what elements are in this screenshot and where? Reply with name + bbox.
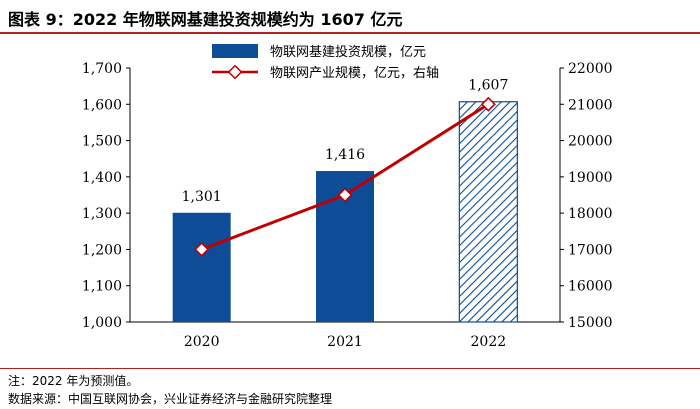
bar-value-label: 1,607: [468, 78, 508, 94]
bar-value-label: 1,416: [325, 147, 365, 163]
line-point-2022: [480, 96, 496, 112]
x-tick-label: 2021: [327, 334, 363, 350]
x-tick-label: 2022: [471, 334, 507, 350]
footnote: 注：2022 年为预测值。: [8, 374, 139, 388]
legend-line-label: 物联网产业规模，亿元，右轴: [270, 66, 439, 81]
legend-bar-swatch: [212, 44, 258, 58]
y-left-tick-label: 1,400: [82, 170, 122, 186]
line-point-2020: [194, 241, 210, 257]
y-right-tick-label: 19000: [568, 170, 613, 186]
legend-line-marker: [227, 64, 243, 80]
y-left-tick-label: 1,100: [82, 279, 122, 295]
y-right-tick-label: 18000: [568, 206, 613, 222]
title-rule: [0, 32, 700, 34]
line-point-2021: [337, 187, 353, 203]
chart-title: 图表 9：2022 年物联网基建投资规模约为 1607 亿元: [8, 10, 403, 29]
y-left-tick-label: 1,500: [82, 134, 122, 150]
y-right-tick-label: 17000: [568, 242, 613, 258]
y-right-tick-label: 15000: [568, 315, 613, 331]
legend-bar-label: 物联网基建投资规模，亿元: [270, 44, 426, 60]
y-right-tick-label: 20000: [568, 134, 613, 150]
y-left-tick-label: 1,000: [82, 315, 122, 331]
bar-2022: [458, 101, 518, 323]
bar-2020: [172, 212, 231, 322]
y-left-tick-label: 1,600: [82, 97, 122, 113]
x-tick-label: 2020: [184, 334, 220, 350]
y-right-tick-label: 22000: [568, 61, 613, 77]
y-left-tick-label: 1,300: [82, 206, 122, 222]
bar-value-label: 1,301: [182, 189, 222, 205]
source-note: 数据来源：中国互联网协会，兴业证券经济与金融研究院整理: [8, 392, 333, 406]
y-right-tick-label: 16000: [568, 279, 613, 295]
y-left-tick-label: 1,700: [82, 61, 122, 77]
y-left-tick-label: 1,200: [82, 242, 122, 258]
footer-rule: [0, 368, 700, 369]
y-right-tick-label: 21000: [568, 97, 613, 113]
